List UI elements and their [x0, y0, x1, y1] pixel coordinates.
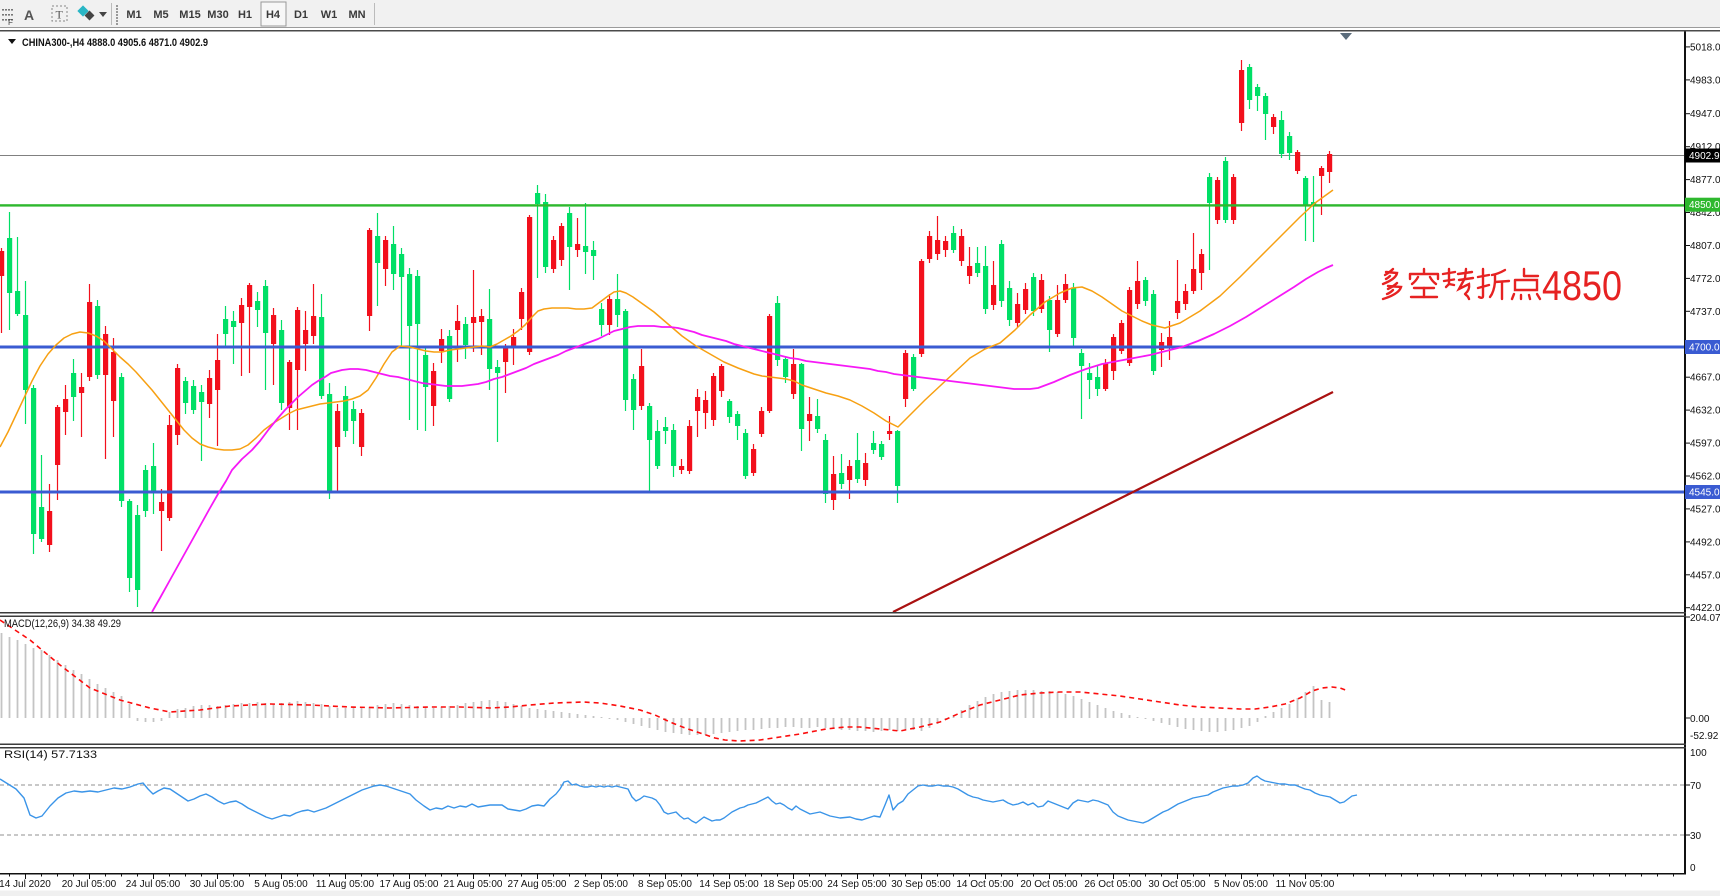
svg-text:20 Oct 05:00: 20 Oct 05:00	[1020, 879, 1078, 890]
svg-text:4562.0: 4562.0	[1690, 472, 1720, 483]
svg-text:4850.0: 4850.0	[1689, 200, 1720, 211]
svg-text:MACD(12,26,9) 34.38 49.29: MACD(12,26,9) 34.38 49.29	[4, 618, 121, 630]
svg-text:14 Sep 05:00: 14 Sep 05:00	[699, 879, 759, 890]
svg-text:0.00: 0.00	[1690, 714, 1710, 725]
svg-text:18 Sep 05:00: 18 Sep 05:00	[763, 879, 823, 890]
svg-text:2 Sep 05:00: 2 Sep 05:00	[574, 879, 628, 890]
svg-text:8 Sep 05:00: 8 Sep 05:00	[638, 879, 692, 890]
svg-text:H1: H1	[238, 9, 252, 21]
svg-text:RSI(14) 57.7133: RSI(14) 57.7133	[4, 749, 97, 761]
svg-text:21 Aug 05:00: 21 Aug 05:00	[444, 879, 503, 890]
svg-text:4527.0: 4527.0	[1690, 504, 1720, 515]
svg-text:14 Jul 2020: 14 Jul 2020	[0, 879, 51, 890]
svg-text:4545.0: 4545.0	[1689, 488, 1720, 499]
svg-text:4877.0: 4877.0	[1690, 175, 1720, 186]
svg-text:4947.0: 4947.0	[1690, 109, 1720, 120]
svg-text:4772.0: 4772.0	[1690, 274, 1720, 285]
svg-text:0: 0	[1690, 863, 1696, 874]
svg-text:4597.0: 4597.0	[1690, 439, 1720, 450]
svg-text:M15: M15	[179, 9, 200, 21]
svg-text:4700.0: 4700.0	[1689, 343, 1720, 354]
svg-text:30 Oct 05:00: 30 Oct 05:00	[1148, 879, 1206, 890]
svg-text:4842.0: 4842.0	[1690, 208, 1720, 219]
svg-text:T: T	[56, 8, 64, 22]
svg-text:F: F	[8, 18, 13, 27]
svg-text:W1: W1	[321, 9, 338, 21]
svg-text:MN: MN	[348, 9, 365, 21]
svg-text:30 Jul 05:00: 30 Jul 05:00	[190, 879, 245, 890]
svg-text:100: 100	[1690, 748, 1707, 759]
svg-text:4632.0: 4632.0	[1690, 406, 1720, 417]
svg-text:14 Oct 05:00: 14 Oct 05:00	[956, 879, 1014, 890]
svg-text:20 Jul 05:00: 20 Jul 05:00	[62, 879, 117, 890]
svg-text:A: A	[24, 7, 34, 23]
svg-text:30 Sep 05:00: 30 Sep 05:00	[891, 879, 951, 890]
svg-text:5 Aug 05:00: 5 Aug 05:00	[254, 879, 308, 890]
svg-text:M1: M1	[126, 9, 141, 21]
svg-text:26 Oct 05:00: 26 Oct 05:00	[1084, 879, 1142, 890]
svg-text:11 Nov 05:00: 11 Nov 05:00	[1276, 879, 1335, 890]
svg-text:5018.0: 5018.0	[1690, 42, 1720, 53]
svg-text:27 Aug 05:00: 27 Aug 05:00	[508, 879, 567, 890]
svg-text:4422.0: 4422.0	[1690, 603, 1720, 614]
svg-text:4912.0: 4912.0	[1690, 142, 1720, 153]
svg-text:4667.0: 4667.0	[1690, 373, 1720, 384]
svg-text:CHINA300-,H4 4888.0 4905.6 48: CHINA300-,H4 4888.0 4905.6 4871.0 4902.9	[22, 37, 208, 49]
svg-text:4492.0: 4492.0	[1690, 537, 1720, 548]
svg-text:24 Jul 05:00: 24 Jul 05:00	[126, 879, 181, 890]
svg-text:70: 70	[1690, 781, 1702, 792]
svg-text:204.07: 204.07	[1690, 613, 1720, 624]
svg-text:24 Sep 05:00: 24 Sep 05:00	[827, 879, 887, 890]
svg-text:30: 30	[1690, 831, 1702, 842]
svg-text:4850: 4850	[1542, 262, 1622, 309]
svg-text:4457.0: 4457.0	[1690, 570, 1720, 581]
svg-text:4737.0: 4737.0	[1690, 307, 1720, 318]
svg-text:-52.92: -52.92	[1690, 731, 1719, 742]
svg-text:4983.0: 4983.0	[1690, 75, 1720, 86]
svg-text:D1: D1	[294, 9, 308, 21]
svg-text:M5: M5	[153, 9, 168, 21]
svg-text:H4: H4	[266, 9, 281, 21]
svg-text:11 Aug 05:00: 11 Aug 05:00	[316, 879, 375, 890]
svg-text:4902.9: 4902.9	[1689, 151, 1720, 162]
svg-text:17 Aug 05:00: 17 Aug 05:00	[380, 879, 439, 890]
svg-text:4807.0: 4807.0	[1690, 241, 1720, 252]
svg-text:5 Nov 05:00: 5 Nov 05:00	[1214, 879, 1268, 890]
svg-text:M30: M30	[207, 9, 228, 21]
